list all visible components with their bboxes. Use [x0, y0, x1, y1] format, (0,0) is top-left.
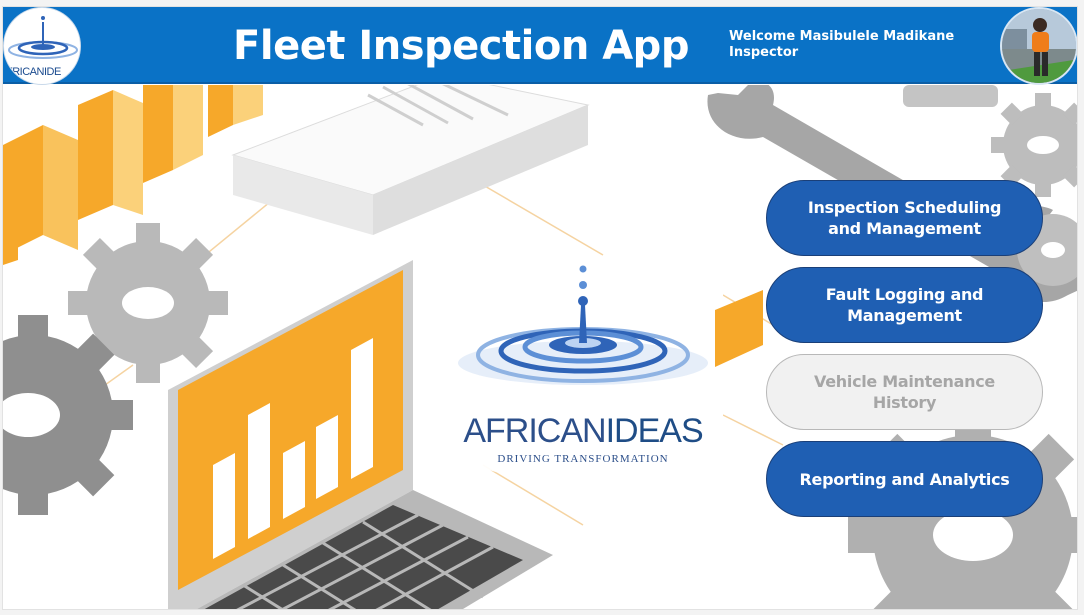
user-avatar[interactable] [1000, 7, 1077, 85]
laptop-illustration [168, 260, 553, 609]
paper-illustration [231, 85, 590, 235]
gear-illustration-right-top [991, 93, 1077, 197]
brand-name: AFRICANIDEAS [455, 412, 711, 451]
welcome-user: Welcome Masibulele Madikane [729, 29, 955, 44]
user-photo-icon [1002, 9, 1076, 83]
welcome-message: Welcome Masibulele Madikane Inspector [729, 29, 954, 61]
bar-blocks-illustration [3, 85, 263, 265]
app-title: Fleet Inspection App [233, 23, 689, 69]
app-header: FRICANIDE Fleet Inspection App Welcome M… [3, 7, 1077, 85]
brand-tagline: DRIVING TRANSFORMATION [497, 453, 669, 465]
reporting-analytics-button[interactable]: Reporting and Analytics [766, 441, 1043, 517]
reporting-analytics-label: Reporting and Analytics [799, 469, 1010, 489]
brand-name-part1: AFRICAN [463, 412, 606, 450]
african-ideas-logo [458, 265, 708, 385]
fault-logging-label: Fault Logging and Management [825, 285, 984, 325]
fault-logging-button[interactable]: Fault Logging and Management [766, 267, 1043, 343]
user-role: Inspector [729, 45, 799, 60]
vehicle-maintenance-history-label: Vehicle Maintenance History [814, 372, 995, 412]
vehicle-maintenance-history-button[interactable]: Vehicle Maintenance History [766, 354, 1043, 430]
brand-name-part2: IDEAS [605, 412, 704, 450]
app-screen: AFRICANIDEAS DRIVING TRANSFORMATION FRIC… [2, 6, 1078, 610]
company-logo: FRICANIDE [3, 7, 81, 85]
water-drop-icon [8, 16, 78, 59]
inspection-scheduling-label: Inspection Scheduling and Management [807, 198, 1002, 238]
company-logo-text: FRICANIDE [6, 66, 61, 78]
inspection-scheduling-button[interactable]: Inspection Scheduling and Management [766, 180, 1043, 256]
